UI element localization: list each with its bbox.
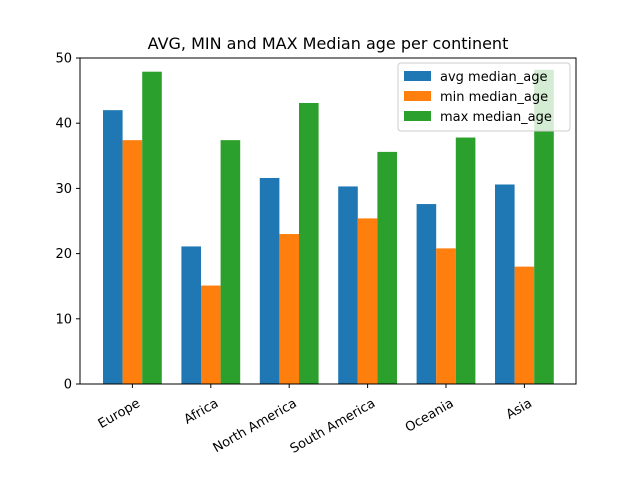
legend-label: min median_age	[440, 90, 548, 105]
y-tick-label: 30	[55, 182, 72, 197]
bar-africa-series-3	[220, 140, 241, 384]
bar-europe-series-3	[142, 71, 162, 384]
legend-label: avg median_age	[440, 70, 548, 85]
bar-oceania-series-1	[416, 204, 437, 384]
y-axis: 0 10 20 30 40 50	[55, 52, 80, 393]
y-tick-label: 50	[55, 52, 72, 67]
y-tick-label: 40	[55, 117, 72, 132]
bar-oceania-series-2	[436, 248, 456, 384]
bar-europe-series-1	[103, 110, 123, 384]
bar-north-america-series-2	[279, 234, 299, 384]
bar-africa-series-2	[201, 285, 221, 384]
bar-south-america-series-2	[357, 218, 378, 384]
y-tick-label: 10	[55, 312, 72, 327]
bar-north-america-series-1	[259, 177, 280, 384]
bar-asia-series-3	[534, 69, 554, 385]
y-tick-label: 0	[64, 378, 72, 393]
legend-box	[397, 62, 571, 132]
chart-title: AVG, MIN and MAX Median age per continen…	[148, 34, 509, 53]
legend-swatch	[404, 111, 431, 121]
bar-north-america-series-3	[299, 102, 319, 385]
legend-swatch	[404, 91, 431, 101]
bar-europe-series-2	[122, 140, 143, 384]
bar-south-america-series-1	[338, 186, 358, 384]
bar-south-america-series-3	[377, 151, 397, 384]
y-tick-label: 20	[55, 247, 72, 262]
bars-group	[103, 69, 554, 385]
bar-asia-series-2	[514, 266, 535, 384]
bar-oceania-series-3	[455, 137, 476, 384]
legend-swatch	[404, 71, 431, 81]
legend-label: max median_age	[440, 110, 552, 125]
bar-asia-series-1	[495, 184, 515, 384]
plot-frame	[79, 57, 577, 385]
bar-africa-series-1	[181, 246, 201, 384]
